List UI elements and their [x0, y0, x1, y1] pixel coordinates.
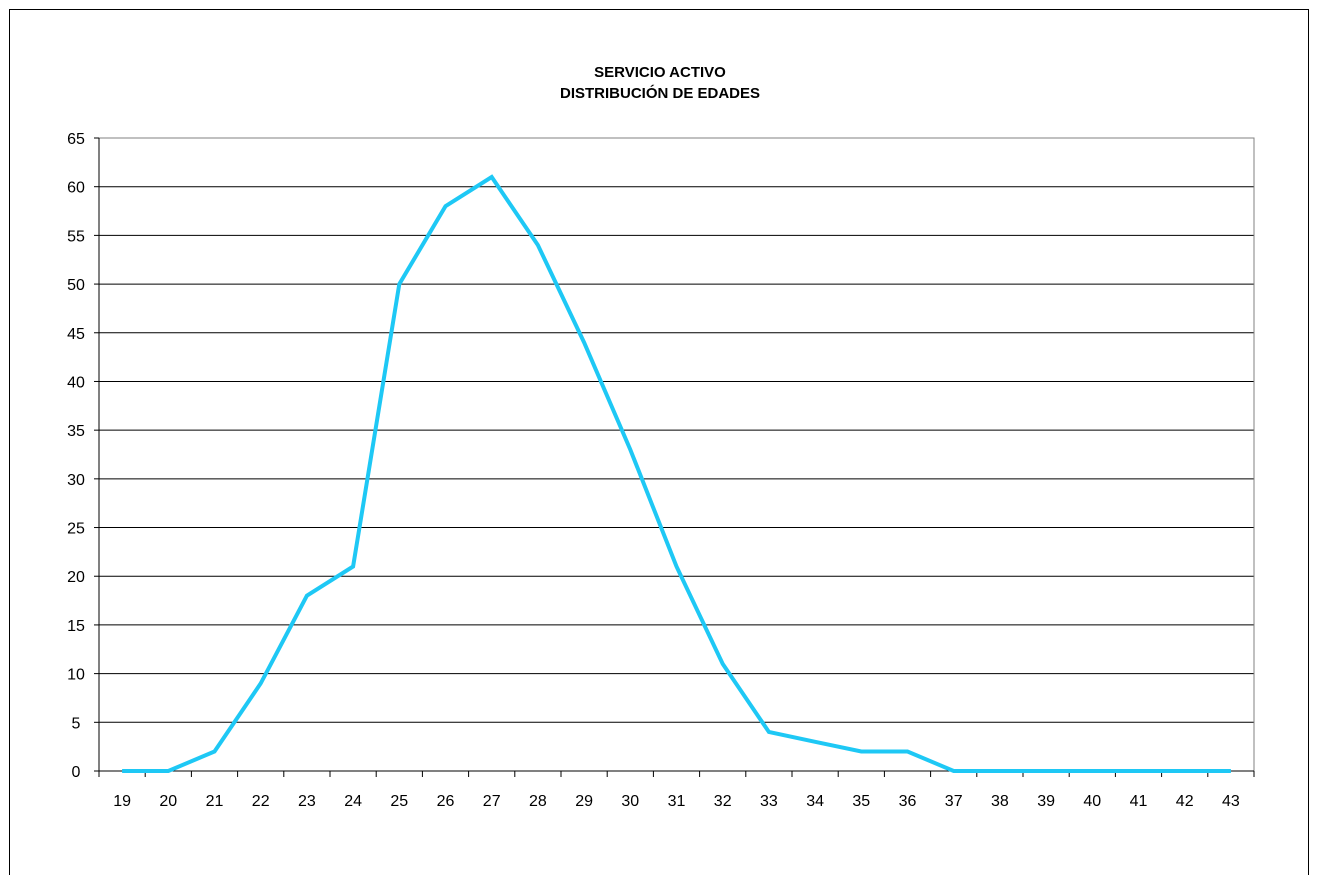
x-tick-label: 37	[945, 793, 963, 810]
x-tick-label: 34	[806, 793, 824, 810]
y-tick-label: 60	[67, 180, 85, 197]
x-tick-labels: 19 20 21 22 23 24 25 26 27 28 29 30 31 32 33 34 35 36 37 38…	[113, 793, 1240, 810]
x-tick-label: 28	[529, 793, 547, 810]
x-tick-label: 19	[113, 793, 131, 810]
y-tick-label: 30	[67, 472, 85, 489]
x-tick-label: 26	[437, 793, 455, 810]
y-tick-label: 15	[67, 618, 85, 635]
axes	[94, 138, 1254, 777]
x-tick-label: 27	[483, 793, 501, 810]
x-tick-label: 21	[206, 793, 224, 810]
y-tick-labels: 0 5 10 15 20 25 30 35 40 45 50 55 60 65	[67, 131, 85, 781]
x-tick-label: 38	[991, 793, 1009, 810]
y-tick-label: 65	[67, 131, 85, 148]
x-tick-label: 40	[1083, 793, 1101, 810]
x-tick-label: 29	[575, 793, 593, 810]
x-tick-label: 42	[1176, 793, 1194, 810]
gridlines	[99, 138, 1254, 722]
series-layer	[122, 177, 1231, 771]
y-tick-label: 35	[67, 423, 85, 440]
x-tick-label: 43	[1222, 793, 1240, 810]
y-tick-label: 20	[67, 569, 85, 586]
x-tick-label: 24	[344, 793, 362, 810]
y-tick-label: 45	[67, 326, 85, 343]
y-tick-label: 40	[67, 374, 85, 391]
x-tick-label: 41	[1130, 793, 1148, 810]
y-tick-label: 5	[72, 715, 81, 732]
x-tick-label: 35	[852, 793, 870, 810]
x-tick-label: 31	[668, 793, 686, 810]
x-tick-label: 33	[760, 793, 778, 810]
plot-area	[99, 138, 1254, 771]
y-tick-label: 0	[72, 764, 81, 781]
x-tick-label: 22	[252, 793, 270, 810]
y-tick-label: 55	[67, 228, 85, 245]
y-tick-label: 50	[67, 277, 85, 294]
y-tick-label: 25	[67, 521, 85, 538]
x-tick-label: 20	[159, 793, 177, 810]
x-tick-label: 32	[714, 793, 732, 810]
series-line	[122, 177, 1231, 771]
y-tick-label: 10	[67, 667, 85, 684]
x-tick-label: 39	[1037, 793, 1055, 810]
x-tick-label: 36	[899, 793, 917, 810]
x-tick-label: 23	[298, 793, 316, 810]
x-tick-label: 25	[390, 793, 408, 810]
x-tick-label: 30	[621, 793, 639, 810]
